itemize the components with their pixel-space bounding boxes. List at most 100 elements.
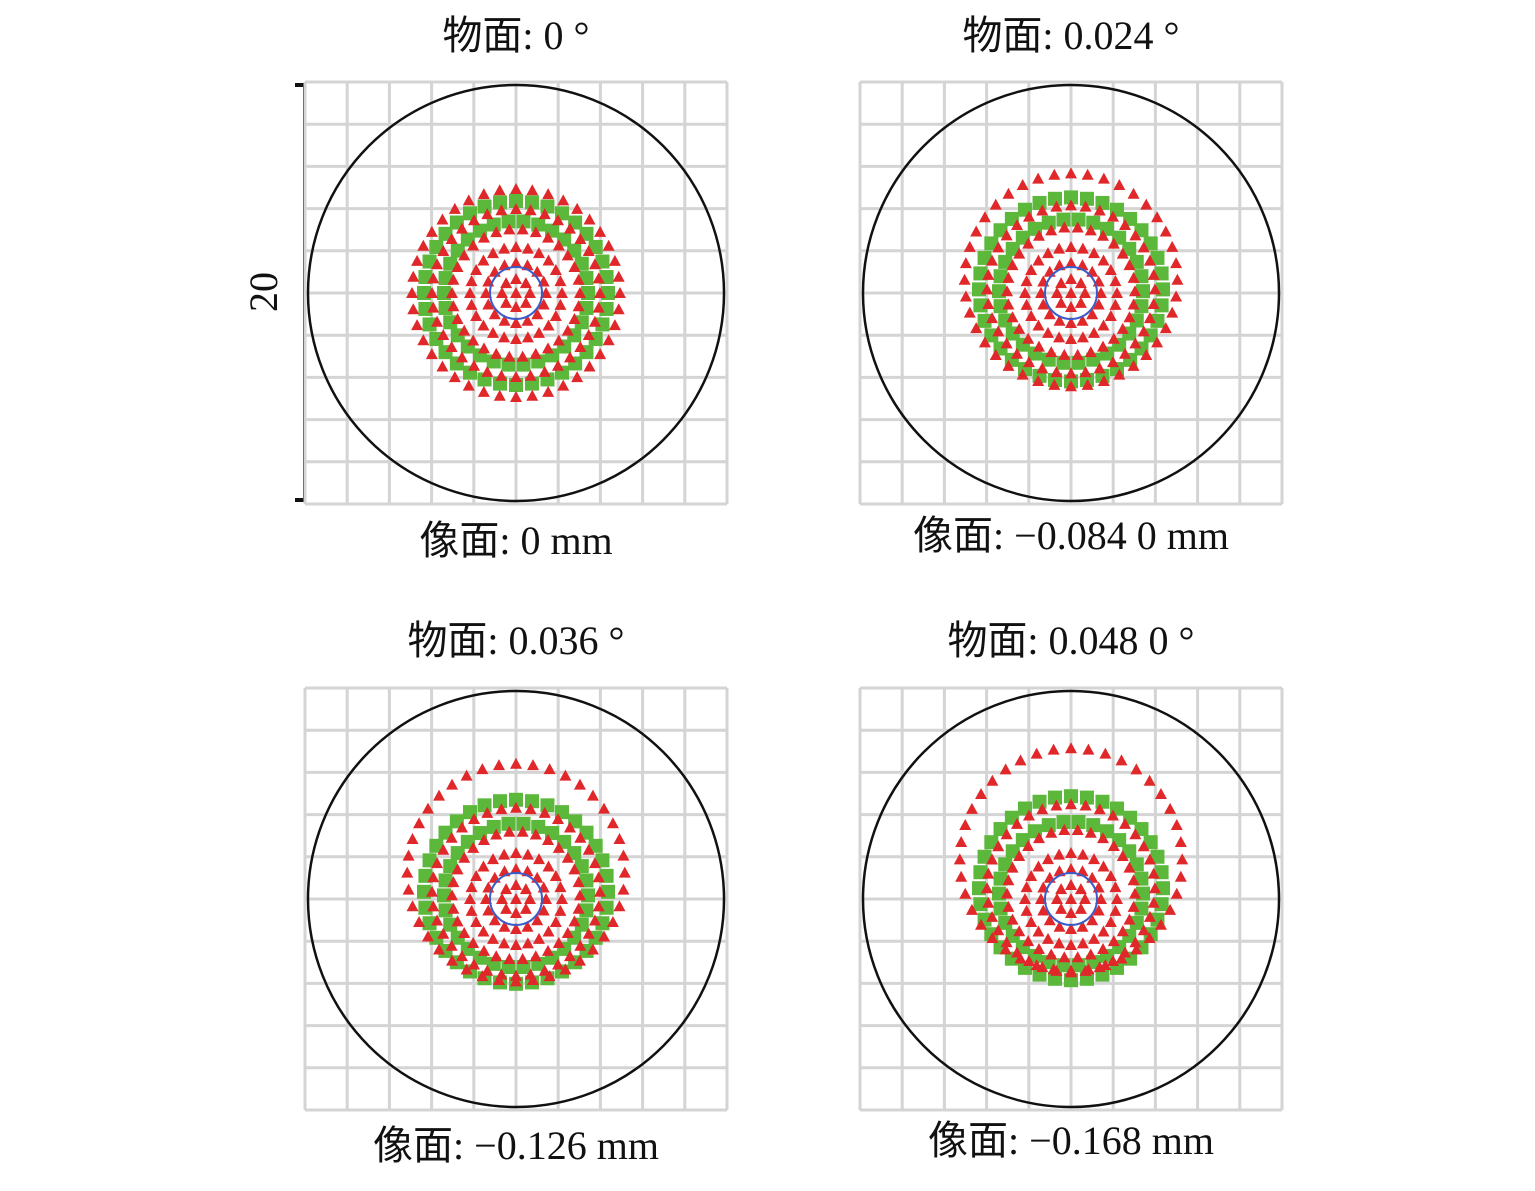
spot-point-red (458, 249, 471, 261)
spot-point-red (1065, 907, 1077, 918)
spot-point-red (510, 969, 522, 981)
spot-point-red (1050, 366, 1063, 378)
spot-point-red (975, 788, 988, 800)
spot-point-red (456, 950, 469, 962)
spot-point-green (422, 254, 437, 269)
spot-point-red (574, 340, 587, 352)
spot-point-green (540, 798, 555, 813)
spot-point-red (1095, 287, 1107, 298)
spot-point-green (1134, 901, 1149, 916)
airy-circle (861, 689, 1281, 1109)
spot-point-red (1035, 893, 1047, 904)
spot-point-red (965, 802, 978, 814)
spot-point-red (1016, 368, 1029, 380)
spot-point-red (460, 769, 473, 781)
spot-point-red (1042, 247, 1054, 259)
spot-point-red (986, 853, 999, 865)
spot-point-red (421, 802, 434, 814)
spot-point-red (1002, 271, 1015, 283)
spot-point-red (436, 360, 449, 372)
spot-point-red (592, 871, 605, 883)
spot-point-green (579, 825, 594, 840)
spot-point-red (1053, 314, 1066, 326)
airy-circle (306, 83, 726, 503)
spot-point-red (510, 203, 522, 214)
spot-point-red (563, 950, 576, 962)
spot-point-red (1129, 887, 1141, 899)
spot-point-green (574, 859, 589, 874)
spot-center (489, 872, 543, 926)
spot-point-green (595, 317, 610, 332)
spot-point-red (542, 342, 554, 354)
spot-point-red (1143, 932, 1156, 944)
spot-point-red (447, 902, 460, 914)
spot-point-red (426, 885, 438, 897)
spot-point-red (1086, 308, 1099, 320)
spot-point-red (556, 893, 568, 904)
spot-point-red (1079, 200, 1092, 212)
spot-point-red (1022, 237, 1035, 249)
spot-point-green (1064, 190, 1078, 205)
spot-point-green (493, 195, 508, 210)
spot-point-red (573, 778, 586, 790)
spot-point-green (422, 317, 437, 332)
spot-point-green (993, 822, 1008, 837)
spot-point-red (1123, 861, 1136, 873)
spot-point-red (407, 270, 420, 282)
spot-point-red (992, 924, 1005, 936)
spot-point-red (1127, 187, 1140, 199)
spot-point-red (521, 848, 534, 860)
spot-point-red (1084, 346, 1097, 358)
spot-point-red (465, 275, 478, 287)
spot-point-red (1065, 273, 1077, 284)
spot-point-red (490, 226, 503, 238)
spot-point-red (1065, 939, 1077, 950)
spot-point-red (527, 759, 540, 771)
spot-point-red (526, 389, 539, 401)
spot-point-red (1048, 168, 1061, 180)
spot-point-red (1123, 259, 1136, 271)
spot-point-red (487, 932, 499, 944)
spot-point-red (588, 258, 601, 270)
spot-point-red (531, 308, 544, 320)
spot-point-red (1032, 860, 1045, 872)
spot-point-red (1137, 840, 1150, 852)
spot-point-red (1154, 788, 1167, 800)
spot-point-red (1023, 210, 1035, 222)
spot-point-red (529, 828, 542, 840)
spot-point-green (574, 917, 589, 932)
spot-point-red (460, 963, 473, 975)
spot-point-red (1118, 817, 1131, 829)
spot-point-red (521, 331, 534, 343)
spot-point-red (542, 188, 555, 200)
spot-point-red (606, 915, 619, 927)
spot-point-red (1111, 287, 1123, 298)
spot-point-red (554, 275, 567, 287)
spot-point-red (1093, 362, 1106, 374)
spot-point-green (984, 236, 999, 251)
spot-point-red (552, 958, 564, 970)
spot-point-red (537, 904, 550, 916)
spot-point-green (579, 873, 594, 888)
spot-point-red (495, 204, 508, 216)
spot-point-red (477, 188, 490, 200)
spot-point-red (542, 231, 554, 243)
spot-point-red (445, 233, 458, 245)
spot-point-green (443, 256, 458, 271)
spot-point-red (959, 819, 972, 831)
spot-point-red (1107, 210, 1119, 222)
spot-point-red (468, 958, 480, 970)
spot-point-red (529, 950, 542, 962)
spot-point-red (1149, 283, 1161, 295)
spot-point-red (519, 902, 532, 914)
spot-point-red (1065, 287, 1077, 298)
spot-point-red (1014, 952, 1027, 964)
spot-point-red (552, 936, 565, 948)
spot-point-red (1129, 337, 1142, 349)
spot-point-red (992, 325, 1005, 337)
spot-point-red (1127, 900, 1140, 912)
spot-panel (303, 686, 729, 1112)
spot-point-green (1032, 195, 1047, 210)
spot-point-green (1005, 241, 1020, 256)
spot-point-red (1143, 910, 1156, 922)
